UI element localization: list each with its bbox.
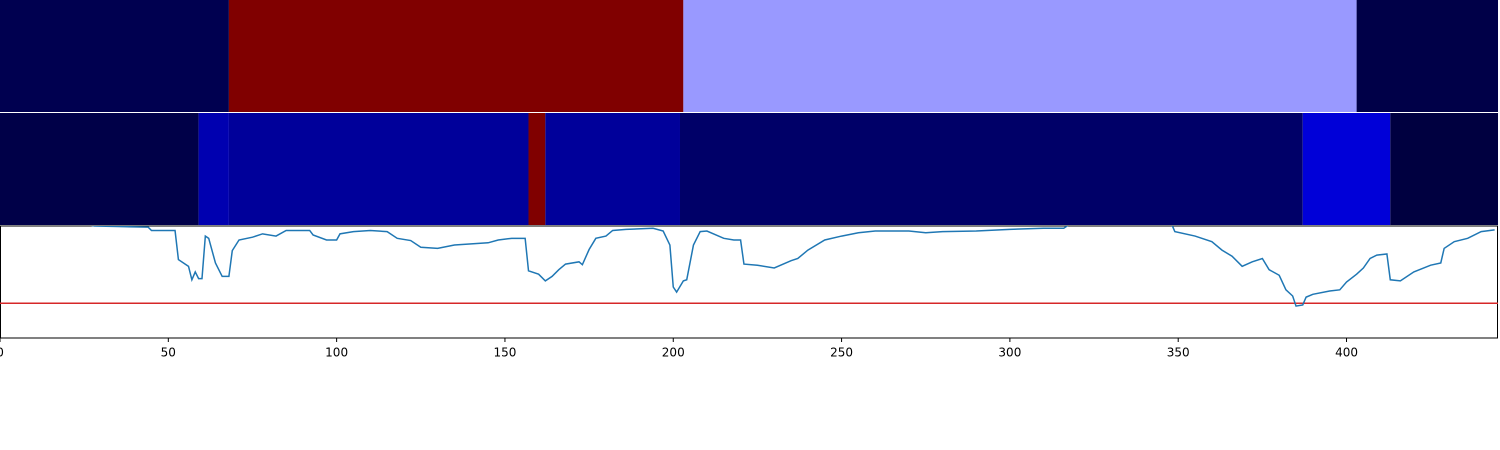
segment <box>683 0 1357 112</box>
x-tick-label: 200 <box>662 346 685 360</box>
line-series <box>90 226 1495 307</box>
x-tick-label: 100 <box>325 346 348 360</box>
segment <box>679 113 1303 225</box>
segment <box>1356 0 1498 112</box>
segment <box>198 113 229 225</box>
x-tick-label: 400 <box>1335 346 1358 360</box>
segment <box>228 113 529 225</box>
x-tick-label: 150 <box>493 346 516 360</box>
plot-frame <box>0 225 1498 339</box>
x-tick-label: 300 <box>998 346 1021 360</box>
segment <box>1390 113 1498 225</box>
segment <box>0 0 229 112</box>
segment <box>1302 113 1391 225</box>
x-tick-label: 0 <box>0 346 4 360</box>
segment <box>545 113 680 225</box>
segment <box>228 0 684 112</box>
segment <box>528 113 546 225</box>
segment <box>0 113 199 225</box>
x-tick-label: 50 <box>161 346 176 360</box>
x-tick-label: 250 <box>830 346 853 360</box>
x-tick-label: 350 <box>1167 346 1190 360</box>
